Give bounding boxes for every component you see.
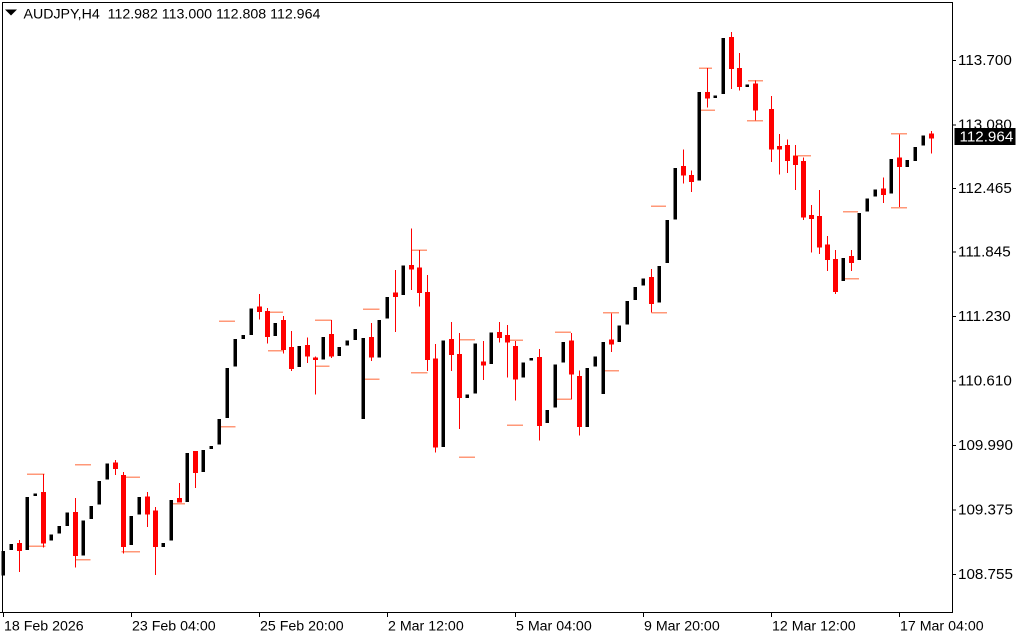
svg-text:25 Feb 20:00: 25 Feb 20:00 — [260, 619, 344, 635]
svg-text:112.465: 112.465 — [958, 180, 1012, 197]
svg-text:18 Feb 2026: 18 Feb 2026 — [4, 619, 84, 635]
svg-text:9 Mar 20:00: 9 Mar 20:00 — [644, 619, 720, 635]
svg-text:109.375: 109.375 — [958, 502, 1013, 519]
svg-text:2 Mar 12:00: 2 Mar 12:00 — [388, 619, 464, 635]
svg-text:108.755: 108.755 — [958, 566, 1013, 583]
svg-text:12 Mar 12:00: 12 Mar 12:00 — [772, 619, 856, 635]
svg-text:111.845: 111.845 — [958, 244, 1011, 261]
svg-text:109.990: 109.990 — [958, 437, 1013, 454]
svg-text:110.610: 110.610 — [958, 373, 1012, 390]
svg-text:5 Mar 04:00: 5 Mar 04:00 — [516, 619, 592, 635]
svg-text:AUDJPY,H4 112.982 113.000 112: AUDJPY,H4 112.982 113.000 112.808 112.96… — [24, 7, 321, 23]
svg-text:113.700: 113.700 — [958, 52, 1012, 69]
svg-text:113.080: 113.080 — [958, 117, 1012, 134]
svg-text:111.230: 111.230 — [958, 308, 1011, 325]
svg-text:17 Mar 04:00: 17 Mar 04:00 — [900, 619, 984, 635]
svg-text:112.964: 112.964 — [960, 129, 1014, 146]
svg-text:23 Feb 04:00: 23 Feb 04:00 — [132, 619, 216, 635]
